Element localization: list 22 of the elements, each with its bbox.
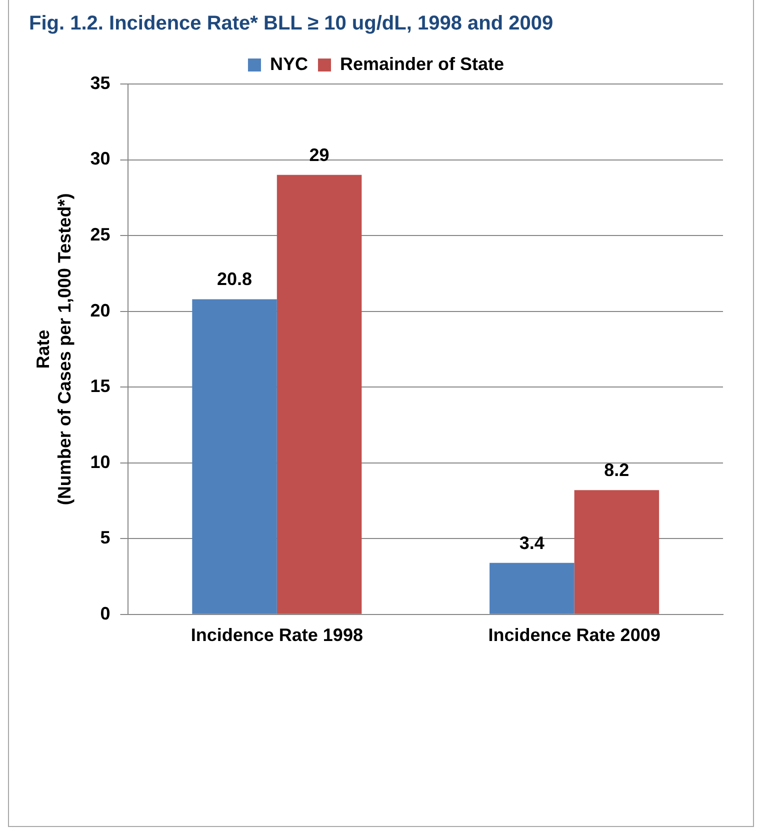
y-axis-title: Rate (Number of Cases per 1,000 Tested*) bbox=[32, 193, 74, 506]
y-tick-label: 5 bbox=[100, 528, 110, 548]
data-label: 20.8 bbox=[217, 269, 252, 290]
data-label: 29 bbox=[309, 144, 330, 165]
bar bbox=[490, 562, 574, 614]
y-tick-label: 15 bbox=[90, 376, 110, 396]
y-tick-label: 25 bbox=[90, 224, 110, 245]
x-tick-label: Incidence Rate 2009 bbox=[488, 625, 660, 646]
data-label: 8.2 bbox=[604, 460, 630, 480]
y-tick-label: 20 bbox=[90, 300, 110, 320]
bar bbox=[192, 299, 277, 614]
chart-title: Fig. 1.2. Incidence Rate* BLL ≥ 10 ug/dL, 1998 and 2009 bbox=[29, 12, 554, 35]
legend-label: NYC bbox=[270, 54, 308, 74]
y-tick-label: 10 bbox=[90, 452, 110, 472]
y-tick-label: 35 bbox=[90, 72, 110, 93]
x-tick-label: Incidence Rate 1998 bbox=[190, 625, 363, 646]
y-tick-label: 0 bbox=[100, 603, 110, 624]
legend-label: Remainder of State bbox=[340, 54, 504, 74]
bar bbox=[276, 174, 362, 614]
data-label: 3.4 bbox=[519, 532, 544, 553]
bar bbox=[574, 490, 660, 614]
y-tick-label: 30 bbox=[90, 148, 110, 169]
